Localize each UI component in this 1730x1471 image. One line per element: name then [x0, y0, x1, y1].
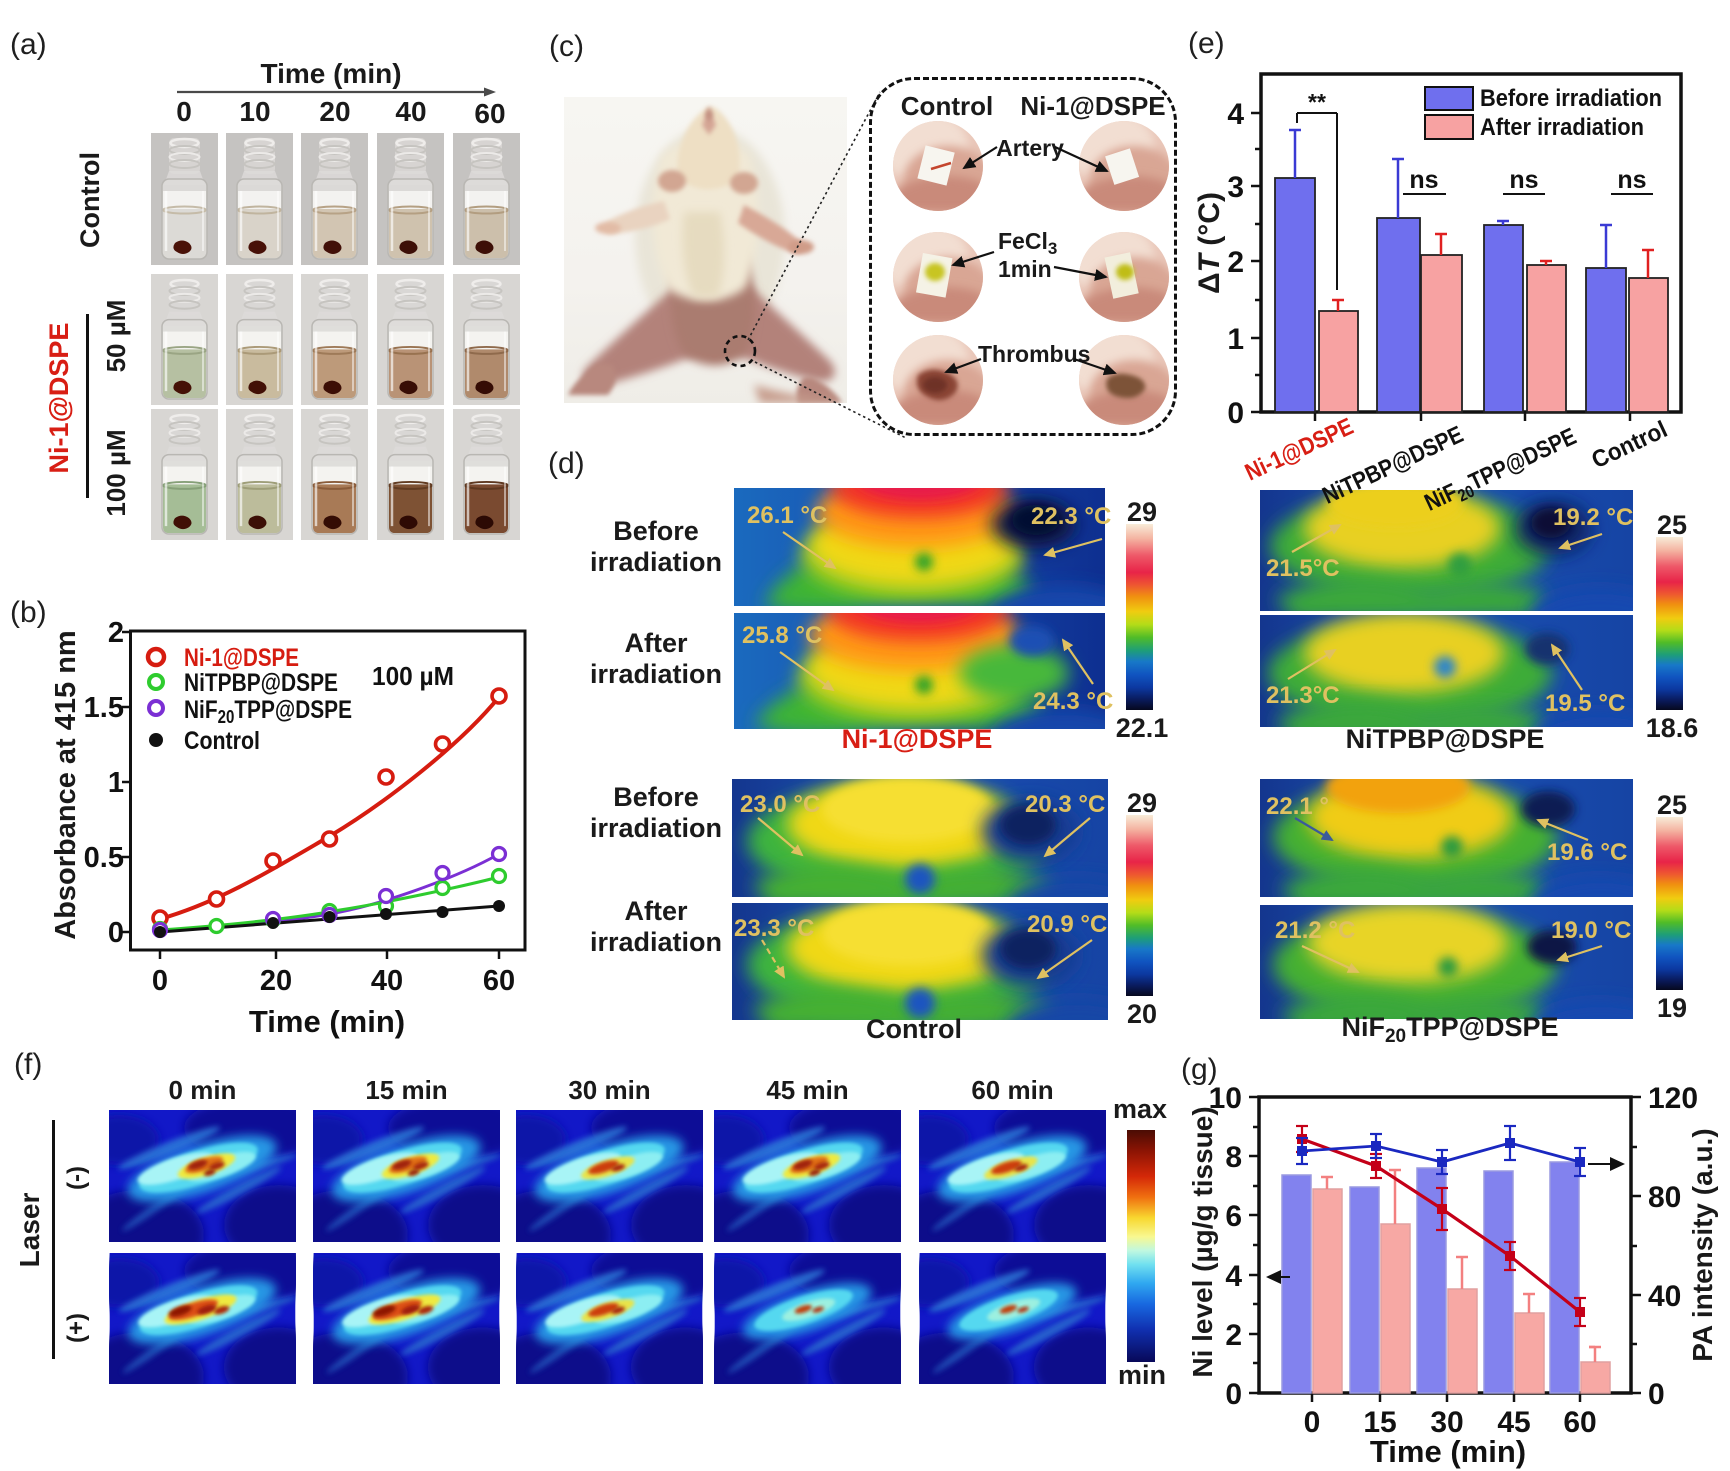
svg-text:60: 60 — [1563, 1406, 1596, 1439]
svg-text:40: 40 — [371, 965, 403, 997]
svg-text:0.5: 0.5 — [84, 842, 124, 874]
svg-text:ns: ns — [1509, 166, 1538, 194]
svg-text:Time (min): Time (min) — [1370, 1434, 1526, 1469]
svg-text:3: 3 — [1227, 171, 1244, 204]
svg-text:0: 0 — [1225, 1378, 1242, 1411]
svg-text:2: 2 — [108, 617, 124, 649]
svg-text:Control: Control — [1588, 416, 1672, 474]
svg-text:40: 40 — [1648, 1280, 1681, 1313]
svg-text:4: 4 — [1225, 1260, 1242, 1293]
svg-text:80: 80 — [1648, 1181, 1681, 1214]
svg-text:NiF20TPP@DSPE: NiF20TPP@DSPE — [184, 696, 352, 727]
svg-text:2: 2 — [1227, 246, 1244, 279]
svg-text:ns: ns — [1617, 166, 1646, 194]
svg-text:After irradiation: After irradiation — [1480, 114, 1644, 141]
svg-text:30: 30 — [1430, 1406, 1463, 1439]
svg-text:10: 10 — [1209, 1082, 1242, 1115]
svg-text:1.5: 1.5 — [84, 692, 124, 724]
svg-text:Before irradiation: Before irradiation — [1480, 85, 1662, 112]
svg-text:2: 2 — [1225, 1319, 1242, 1352]
svg-text:Ni-1@DSPE: Ni-1@DSPE — [184, 644, 299, 672]
svg-text:60: 60 — [483, 965, 515, 997]
svg-text:120: 120 — [1648, 1082, 1698, 1115]
svg-text:0: 0 — [152, 965, 168, 997]
svg-text:ns: ns — [1409, 166, 1438, 194]
svg-text:0: 0 — [108, 917, 124, 949]
svg-text:4: 4 — [1227, 98, 1244, 131]
svg-text:Time (min): Time (min) — [249, 1004, 405, 1039]
svg-text:1: 1 — [1227, 323, 1244, 356]
svg-text:NiTPBP@DSPE: NiTPBP@DSPE — [184, 669, 338, 697]
svg-text:1: 1 — [108, 767, 124, 799]
svg-text:8: 8 — [1225, 1141, 1242, 1174]
svg-text:45: 45 — [1497, 1406, 1530, 1439]
svg-text:0: 0 — [1648, 1378, 1665, 1411]
svg-text:6: 6 — [1225, 1200, 1242, 1233]
svg-text:20: 20 — [260, 965, 292, 997]
svg-text:Control: Control — [184, 727, 260, 755]
svg-text:0: 0 — [1227, 397, 1244, 430]
svg-text:100 µM: 100 µM — [372, 661, 454, 691]
svg-text:**: ** — [1308, 89, 1326, 115]
svg-text:15: 15 — [1363, 1406, 1396, 1439]
svg-text:0: 0 — [1304, 1406, 1321, 1439]
